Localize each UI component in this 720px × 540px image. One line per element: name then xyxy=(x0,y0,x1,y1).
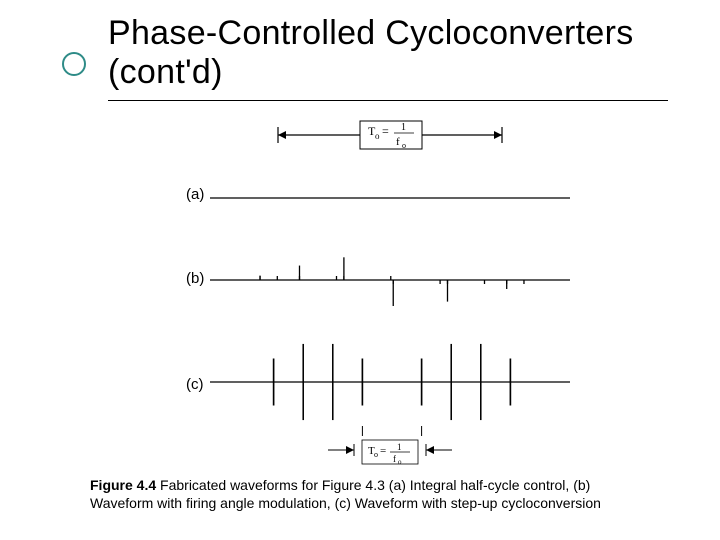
waveform-b-row: (b) xyxy=(110,236,610,326)
svg-text:o: o xyxy=(374,450,378,459)
slide-bullet xyxy=(62,52,86,76)
svg-text:=: = xyxy=(382,124,389,138)
caption-text: Fabricated waveforms for Figure 4.3 (a) … xyxy=(90,477,601,511)
waveform-b xyxy=(110,236,610,326)
waveform-b-label: (b) xyxy=(186,270,204,287)
waveform-c-label: (c) xyxy=(186,376,204,393)
waveform-a xyxy=(110,158,610,236)
title-underline xyxy=(108,100,668,101)
svg-text:f: f xyxy=(396,136,400,148)
figure: T o = 1 f o (a) (b) (c) T o xyxy=(110,115,610,485)
svg-text:o: o xyxy=(402,141,406,150)
svg-text:o: o xyxy=(398,458,402,466)
title-line-1: Phase-Controlled Cycloconverters xyxy=(108,14,634,52)
title-line-2: (cont'd) xyxy=(108,53,223,91)
svg-text:1: 1 xyxy=(401,122,406,133)
svg-text:=: = xyxy=(380,445,386,457)
waveform-c-row: (c) xyxy=(110,326,610,446)
waveform-a-row: (a) xyxy=(110,158,610,236)
period-annotation-top: T o = 1 f o xyxy=(110,115,610,153)
slide-title: Phase-Controlled Cycloconverters (cont'd… xyxy=(108,14,634,92)
figure-caption: Figure 4.4 Fabricated waveforms for Figu… xyxy=(90,477,650,512)
waveform-c xyxy=(110,326,610,446)
svg-text:o: o xyxy=(375,131,380,141)
caption-bold: Figure 4.4 xyxy=(90,477,156,493)
waveform-a-label: (a) xyxy=(186,186,204,203)
svg-text:f: f xyxy=(393,454,396,464)
